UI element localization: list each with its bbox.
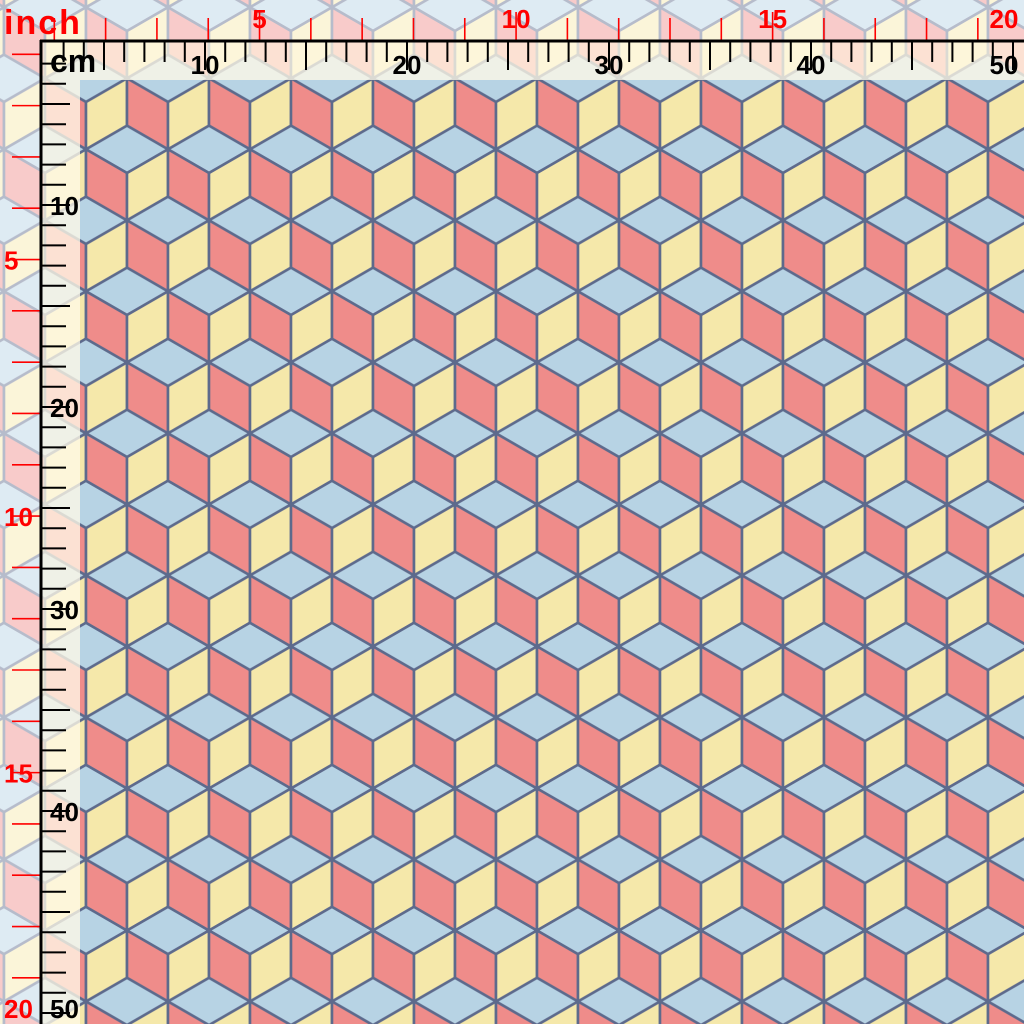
top-cm-label: 40: [797, 50, 826, 80]
top-inch-label: 15: [758, 4, 787, 34]
top-cm-label: 20: [393, 50, 422, 80]
top-cm-label: 30: [595, 50, 624, 80]
left-inch-label: 15: [4, 759, 33, 789]
top-cm-label: 50: [990, 50, 1019, 80]
top-inch-label: 20: [990, 4, 1019, 34]
top-inch-label: 5: [252, 4, 266, 34]
ruler-ticks: [12, 12, 1014, 1014]
left-cm-label: 20: [50, 393, 79, 423]
left-inch-label: 10: [4, 502, 33, 532]
left-cm-label: 10: [50, 191, 79, 221]
left-cm-label: 30: [50, 595, 79, 625]
inch-unit-label: inch: [4, 4, 82, 42]
left-cm-label: 50: [50, 994, 79, 1024]
left-inch-label: 5: [4, 246, 18, 276]
left-inch-label: 20: [4, 994, 33, 1024]
top-cm-label: 10: [191, 50, 220, 80]
cm-unit-label: cm: [50, 43, 96, 79]
left-cm-label: 40: [50, 797, 79, 827]
top-inch-label: 10: [502, 4, 531, 34]
